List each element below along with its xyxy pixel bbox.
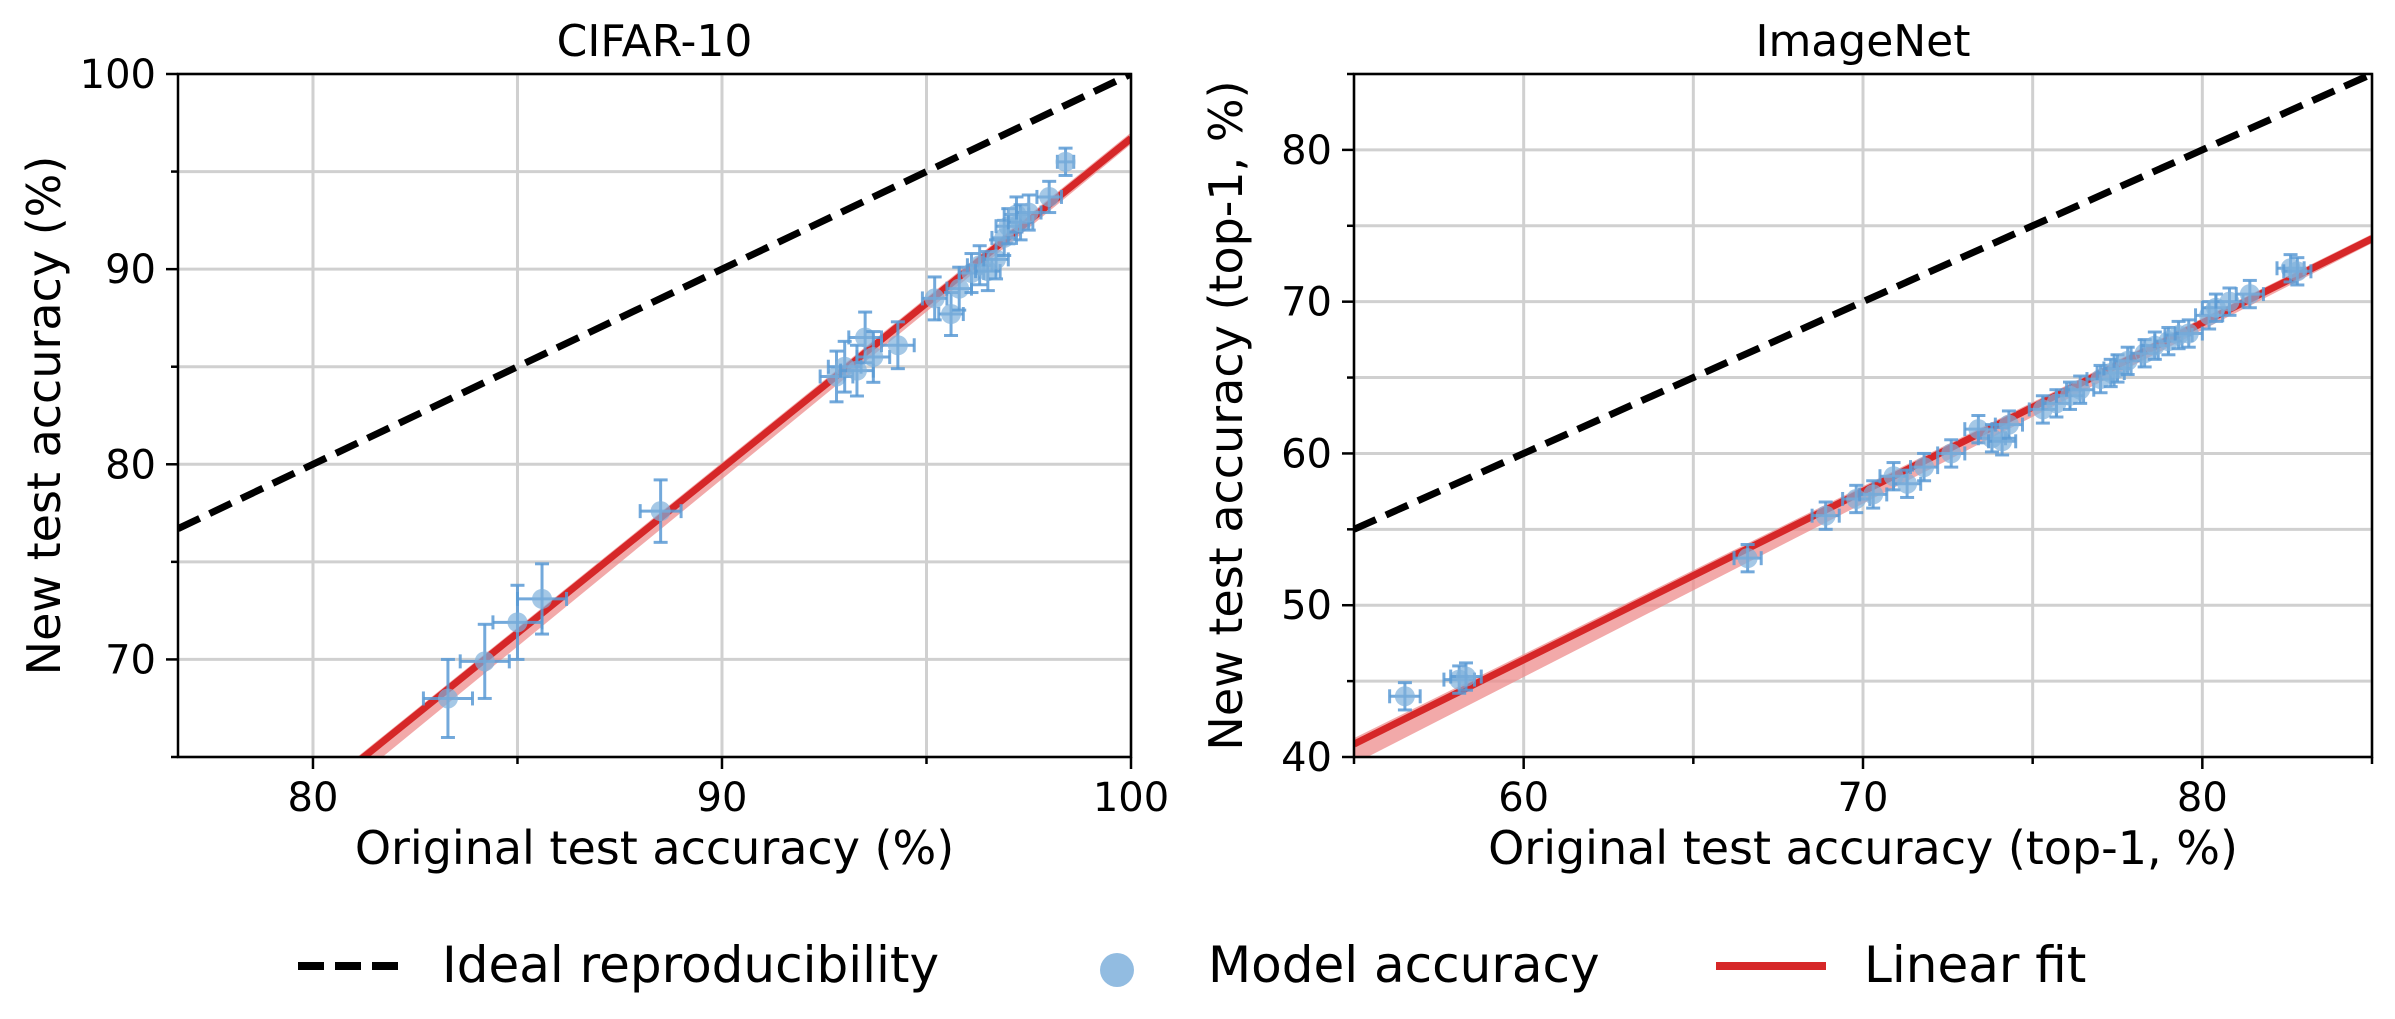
point-marker [2239,284,2260,305]
data-point [880,320,916,371]
data-point [421,657,474,739]
point-marker [1897,473,1918,494]
point-marker [2070,379,2091,400]
point-marker [924,288,945,309]
fit-line [1354,235,2372,748]
ideal-line [178,74,1131,532]
x-axis-label: Original test accuracy (%) [355,821,954,875]
data-point [1449,661,1483,692]
point-marker [863,346,884,367]
y-tick-label: 70 [105,637,156,683]
plot-area [178,74,1131,757]
axes-frame [176,72,1133,759]
point-marker [846,360,867,381]
y-tick-label: 80 [1281,128,1332,174]
y-axis-label: New test accuracy (%) [17,156,71,676]
data-point [458,622,511,700]
x-tick-label: 80 [288,775,339,821]
x-tick-label: 100 [1093,775,1169,821]
y-tick-label: 80 [105,442,156,488]
ideal-line [1354,74,2372,533]
legend-ideal-label: Ideal reproducibility [442,936,939,994]
chart-title: CIFAR-10 [557,16,753,67]
data-point [1035,179,1063,215]
point-marker [2219,291,2240,312]
ticks [1342,72,2374,769]
point-marker [1018,202,1039,223]
y-tick-label: 100 [80,52,156,98]
y-tick-label: 60 [1281,431,1332,477]
point-marker [1394,686,1415,707]
data-point [1014,193,1043,232]
chart-title: ImageNet [1755,16,1970,67]
point-marker [474,651,495,672]
chart-cifar10: 80 90 100 70 80 90 100 CIFAR-10 Original test ac… [17,16,1169,875]
point-marker [1914,457,1935,478]
legend-model-swatch [1100,953,1134,987]
data-point [2282,256,2313,287]
point-marker [1941,443,1962,464]
data-point [1892,468,1923,499]
x-tick-label: 60 [1498,775,1549,821]
data-point [1055,146,1076,177]
x-tick-label: 80 [2177,775,2228,821]
data-point [1936,438,1967,469]
data-point [1732,543,1763,574]
point-marker [1055,151,1076,172]
data-point [1987,426,2018,457]
point-marker [1846,488,1867,509]
data-point [1858,479,1889,510]
data-point [2173,318,2204,349]
y-tick-label: 90 [105,247,156,293]
data-point [1810,500,1841,531]
x-axis-label: Original test accuracy (top-1, %) [1488,821,2238,875]
point-marker [949,278,970,299]
point-marker [532,588,553,609]
gridlines [178,72,1133,759]
data-point [2065,374,2096,405]
gridlines [1352,72,2374,759]
data-point [855,330,892,384]
point-marker [1455,666,1476,687]
data-point [515,562,569,636]
y-axis-label: New test accuracy (top-1, %) [1199,80,1253,750]
plot-area [1354,74,2372,757]
point-marker [507,612,528,633]
x-tick-label: 90 [697,775,748,821]
legend-fit-label: Linear fit [1864,936,2086,994]
point-marker [1737,548,1758,569]
y-tick-label: 40 [1281,735,1332,781]
legend: Ideal reproducibility Model accuracy Lin… [298,936,2086,994]
data-point [1909,451,1940,483]
data-point [2234,278,2265,310]
point-marker [2287,261,2308,282]
legend-model-label: Model accuracy [1208,936,1600,994]
data-point [1993,409,2024,440]
chart-imagenet: 60 70 80 40 50 60 70 80 ImageNet Original test ac… [1199,16,2374,875]
data-point [1388,681,1422,712]
y-tick-label: 50 [1281,583,1332,629]
y-tick-label: 70 [1281,280,1332,326]
point-marker [2117,350,2138,371]
point-marker [1039,186,1060,207]
data-point [638,478,683,544]
ticks [166,72,1133,769]
point-marker [2178,323,2199,344]
x-tick-label: 70 [1838,775,1889,821]
point-marker [437,688,458,709]
point-marker [650,501,671,522]
point-marker [1863,484,1884,505]
point-marker [1815,505,1836,526]
point-marker [1992,431,2013,452]
point-marker [887,335,908,356]
point-marker [1998,414,2019,435]
